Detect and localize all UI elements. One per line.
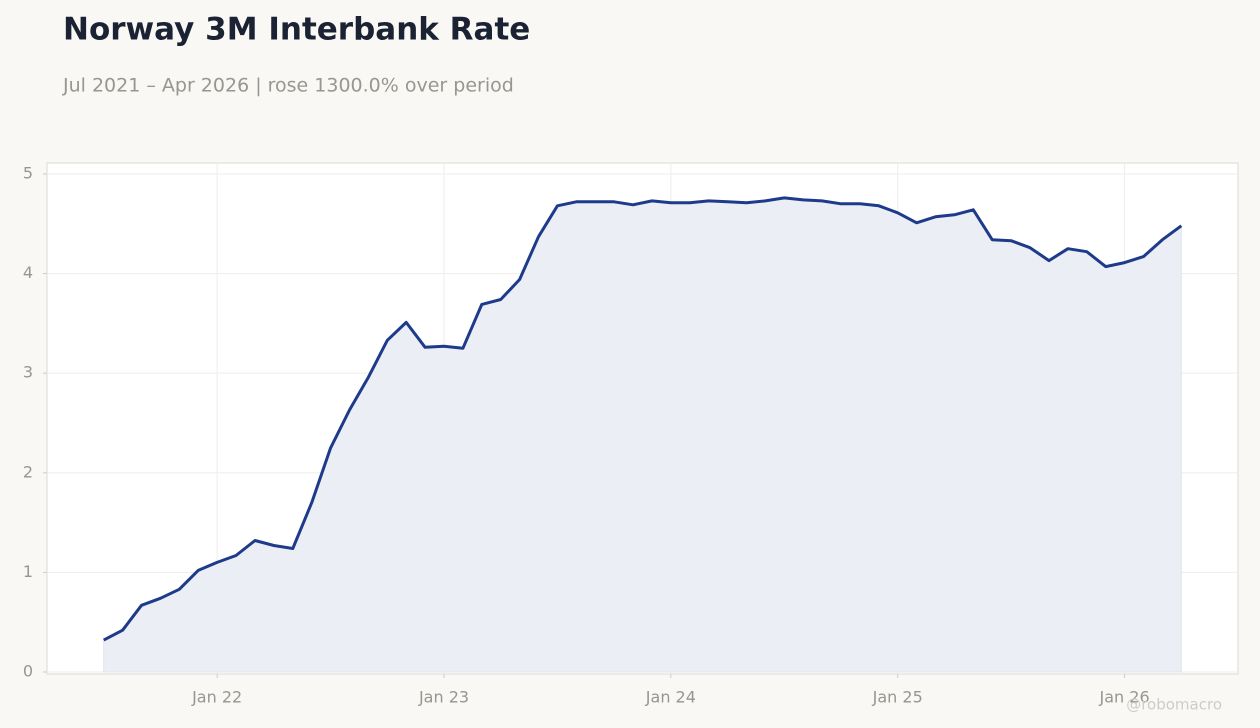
x-tick-label: Jan 25 — [872, 688, 923, 707]
x-tick-label: Jan 22 — [191, 688, 242, 707]
x-tick-label: Jan 23 — [418, 688, 469, 707]
y-tick-label: 2 — [23, 462, 33, 481]
watermark: @robomacro — [1126, 696, 1222, 714]
y-tick-label: 3 — [23, 363, 33, 382]
chart-subtitle: Jul 2021 – Apr 2026 | rose 1300.0% over … — [62, 75, 514, 97]
x-tick-label: Jan 26 — [1099, 688, 1150, 707]
y-tick-label: 5 — [23, 163, 33, 182]
line — [103, 196, 1183, 642]
y-tick-label: 1 — [23, 562, 33, 581]
x-tick-label: Jan 24 — [645, 688, 696, 707]
y-tick-label: 4 — [23, 263, 33, 282]
chart-title: Norway 3M Interbank Rate — [63, 12, 530, 48]
y-tick-label: 0 — [23, 662, 33, 681]
